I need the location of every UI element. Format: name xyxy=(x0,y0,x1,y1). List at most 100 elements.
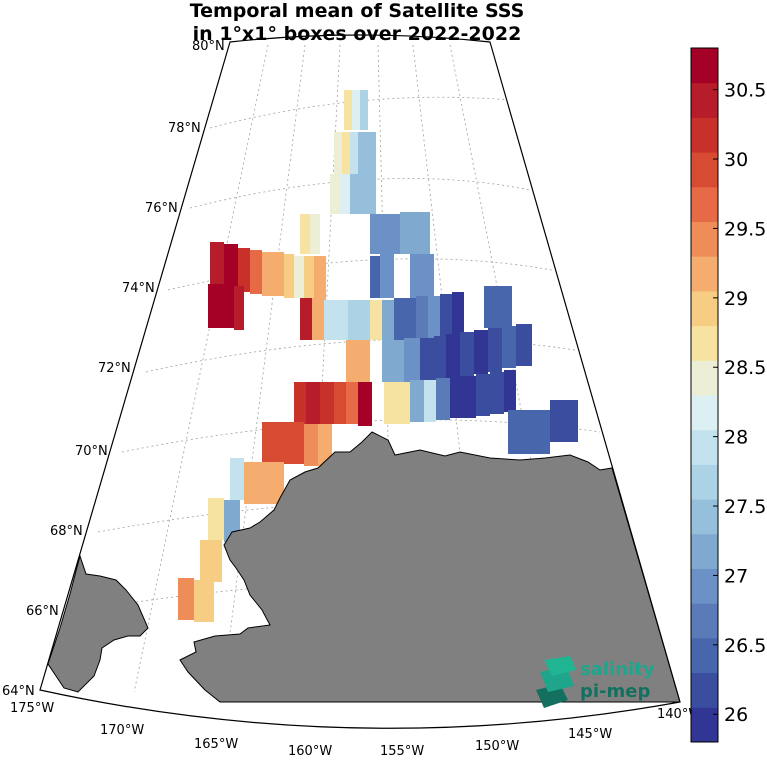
colorbar-segment xyxy=(691,325,718,361)
sss-box xyxy=(476,374,490,416)
colorbar-tick-label: 27.5 xyxy=(724,496,766,518)
sss-box xyxy=(450,376,476,418)
sss-box xyxy=(370,214,400,254)
colorbar-segment xyxy=(691,256,718,292)
logo-text-1: salinity xyxy=(580,659,655,680)
colorbar-tick-label: 26 xyxy=(724,704,748,726)
sss-box xyxy=(360,90,368,130)
sss-box xyxy=(312,298,324,340)
colorbar-tick-label: 30 xyxy=(724,149,748,171)
sss-box xyxy=(348,300,370,340)
sss-box xyxy=(304,424,318,466)
latitude-labels: 80°N 78°N 76°N 74°N 72°N 70°N 68°N 66°N … xyxy=(2,39,225,699)
sss-box xyxy=(262,422,304,464)
sss-box xyxy=(474,330,488,374)
sss-box xyxy=(330,174,340,214)
sss-box xyxy=(194,580,214,622)
map-frame xyxy=(39,34,681,729)
sss-box xyxy=(488,328,502,372)
lat-label: 80°N xyxy=(192,39,225,54)
sss-box xyxy=(314,256,326,300)
sss-box xyxy=(262,252,284,296)
sss-box xyxy=(208,284,234,328)
sss-box xyxy=(200,540,222,582)
lon-label: 165°W xyxy=(194,737,238,752)
chukotka-landmass xyxy=(47,554,149,693)
sss-box xyxy=(382,300,394,340)
lat-label: 74°N xyxy=(122,281,155,296)
sss-box xyxy=(244,462,284,504)
lon-label: 175°W xyxy=(10,701,54,716)
colorbar-segment xyxy=(691,429,718,465)
sss-box xyxy=(394,298,416,340)
sss-box xyxy=(342,132,350,174)
sss-box xyxy=(404,338,420,382)
title-line-2: in 1°x1° boxes over 2022-2022 xyxy=(192,23,522,45)
colorbar-tick-label: 27 xyxy=(724,565,748,587)
lat-label: 70°N xyxy=(75,444,108,459)
lat-label: 76°N xyxy=(145,201,178,216)
lat-label: 78°N xyxy=(168,121,201,136)
sss-box xyxy=(318,424,332,466)
sss-box xyxy=(294,382,306,424)
sss-box xyxy=(334,132,342,174)
colorbar-segment xyxy=(691,395,718,431)
sss-box xyxy=(238,248,250,292)
colorbar-tick-label: 26.5 xyxy=(724,635,766,657)
colorbar-tick-label: 29.5 xyxy=(724,218,766,240)
sss-box xyxy=(334,382,346,424)
sss-box xyxy=(346,340,370,382)
sss-box xyxy=(516,324,532,366)
sss-box xyxy=(370,256,380,298)
sss-box xyxy=(370,300,382,340)
colorbar-segment xyxy=(691,637,718,674)
sss-box xyxy=(380,254,394,298)
colorbar-segment xyxy=(691,499,718,535)
alaska-landmass xyxy=(179,431,681,703)
colorbar-tick-label: 28 xyxy=(724,427,748,449)
sss-box xyxy=(420,338,434,380)
sss-box xyxy=(350,132,358,174)
colorbar-segment xyxy=(691,152,718,188)
sss-box xyxy=(324,300,348,340)
colorbar-frame xyxy=(690,47,719,743)
sss-box xyxy=(452,292,464,338)
sss-box xyxy=(306,382,320,424)
lat-label: 64°N xyxy=(2,684,35,699)
sss-box xyxy=(460,332,474,376)
lon-label: 140°W xyxy=(657,707,701,722)
land xyxy=(47,431,681,703)
sss-box xyxy=(484,286,512,328)
sss-box xyxy=(320,382,334,424)
sss-box xyxy=(224,244,238,288)
lat-label: 72°N xyxy=(98,361,131,376)
sss-box xyxy=(344,90,352,130)
colorbar-segment xyxy=(691,360,718,396)
sss-box xyxy=(284,254,294,298)
colorbar-segment xyxy=(691,672,718,708)
sss-box xyxy=(352,90,360,130)
colorbar-segment xyxy=(691,568,718,604)
sss-box xyxy=(346,382,358,424)
sss-box xyxy=(358,132,376,174)
sss-box xyxy=(440,294,452,338)
colorbar-segment xyxy=(691,186,718,222)
sss-box xyxy=(384,382,410,424)
map-title: Temporal mean of Satellite SSS in 1°x1° … xyxy=(0,0,714,46)
sss-box xyxy=(300,214,310,254)
lon-label: 145°W xyxy=(568,727,612,742)
lon-label: 170°W xyxy=(100,723,144,738)
lon-label: 155°W xyxy=(380,744,424,759)
sss-box xyxy=(410,254,434,298)
sss-box xyxy=(350,174,376,214)
colorbar-segment xyxy=(691,290,718,327)
colorbar-segment xyxy=(691,117,718,153)
sss-box xyxy=(550,400,578,442)
colorbar-segment xyxy=(691,533,718,569)
sss-box xyxy=(382,340,404,382)
sss-box xyxy=(340,174,350,214)
colorbar-segment xyxy=(691,82,718,118)
sss-boxes xyxy=(178,90,578,622)
logo-text-2: pi-mep xyxy=(580,681,650,702)
sss-box xyxy=(410,380,424,422)
